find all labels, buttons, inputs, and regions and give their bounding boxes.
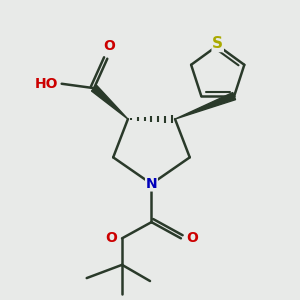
Text: O: O (186, 231, 198, 245)
Polygon shape (92, 85, 128, 119)
Text: HO: HO (34, 77, 58, 91)
Text: O: O (103, 39, 115, 53)
Text: O: O (105, 231, 117, 245)
Text: S: S (212, 37, 223, 52)
Text: N: N (146, 177, 157, 191)
Polygon shape (175, 92, 236, 119)
